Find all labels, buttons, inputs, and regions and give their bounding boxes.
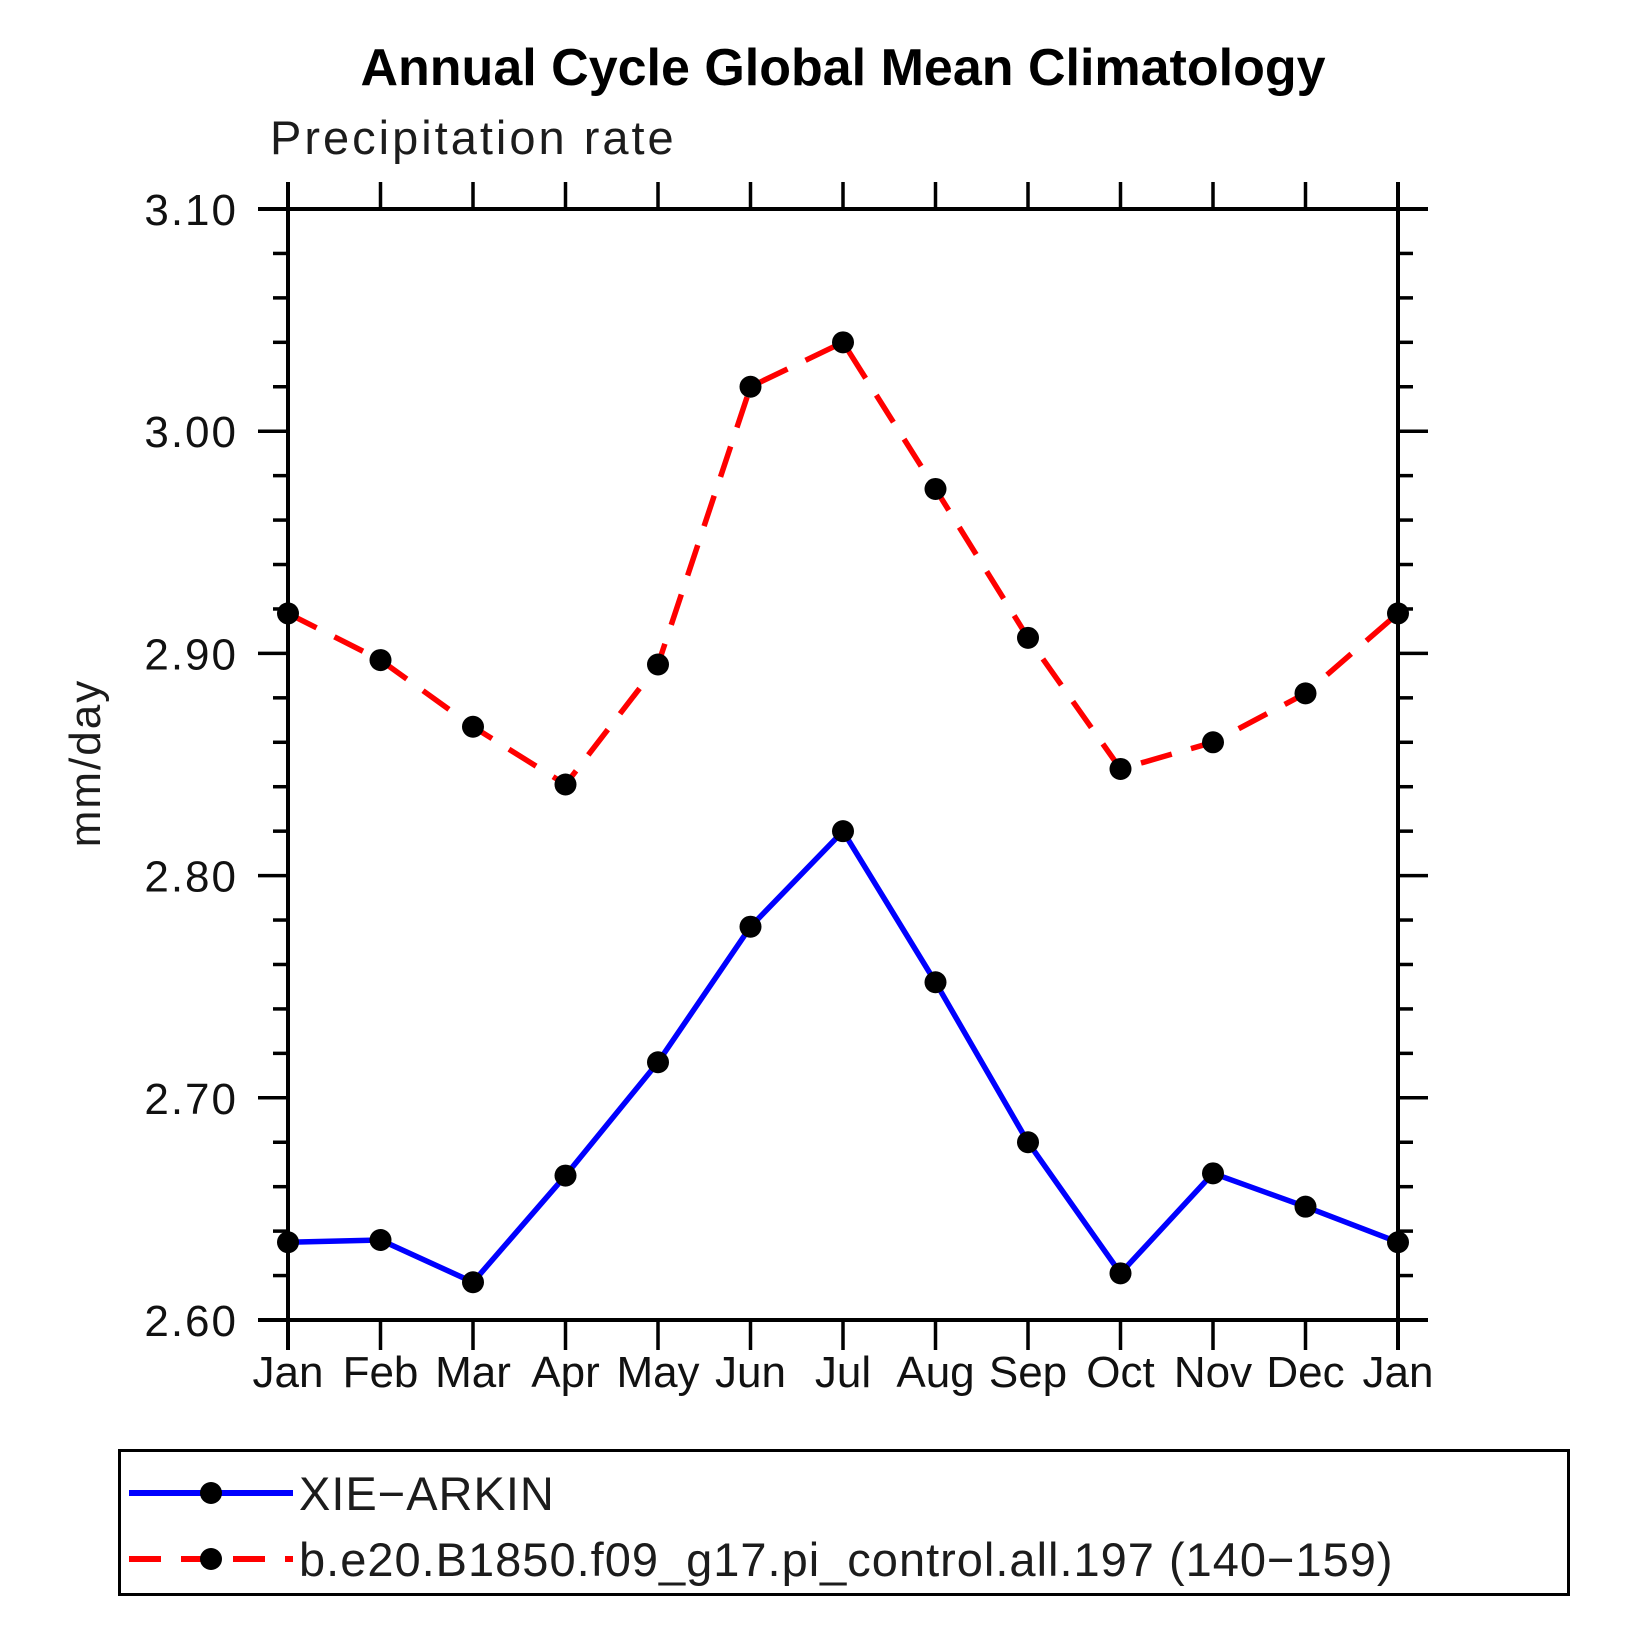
x-tick-label: Apr [531,1348,599,1397]
data-point-marker [1387,602,1409,625]
data-point-marker [277,602,299,625]
x-tick-label: Feb [343,1348,419,1397]
legend-marker-dot [200,1482,222,1504]
data-point-marker [739,915,762,938]
x-tick-label: Oct [1086,1348,1154,1397]
data-point-marker [554,1164,577,1187]
legend-label: b.e20.B1850.f09_g17.pi_control.all.197 (… [299,1532,1394,1586]
y-tick-label: 2.60 [144,1297,238,1346]
data-point-marker [1202,1162,1224,1185]
data-point-marker [1202,731,1224,754]
legend-label: XIE−ARKIN [299,1466,555,1520]
x-tick-label: Dec [1266,1348,1344,1397]
legend-swatch-solid-line [129,1482,293,1504]
data-point-marker [1294,682,1317,705]
data-point-marker [832,820,854,843]
data-point-marker [739,375,762,398]
data-point-marker [369,649,392,672]
data-point-marker [369,1229,392,1252]
data-point-marker [1387,1231,1409,1254]
x-tick-label: Jun [715,1348,786,1397]
data-point-marker [1294,1195,1317,1218]
x-tick-label: Jul [815,1348,871,1397]
data-point-marker [554,773,577,796]
chart-title: Annual Cycle Global Mean Climatology [360,39,1326,97]
chart-subtitle: Precipitation rate [270,111,677,164]
y-tick-label: 2.90 [144,630,238,679]
y-tick-label: 3.00 [144,408,238,457]
data-point-marker [1017,1131,1039,1154]
legend-entry-model-run: b.e20.B1850.f09_g17.pi_control.all.197 (… [127,1526,1394,1592]
x-tick-label: Jan [1363,1348,1434,1397]
series-line-solid [287,826,1399,1286]
data-point-marker [462,1271,484,1294]
y-tick-label: 2.70 [144,1075,238,1124]
data-point-marker [924,971,947,994]
data-point-marker [277,1231,299,1254]
legend-marker-dot [200,1548,222,1570]
x-tick-label: Mar [435,1348,511,1397]
data-point-marker [462,715,484,738]
y-tick-label: 2.80 [144,853,238,902]
legend: XIE−ARKIN b.e20.B1850.f09_g17.pi_control… [118,1449,1570,1596]
x-tick-label: Aug [896,1348,974,1397]
x-tick-label: Jan [253,1348,324,1397]
data-point-marker [1109,1262,1132,1285]
legend-entry-xie-arkin: XIE−ARKIN [127,1460,555,1526]
data-point-marker [647,1051,669,1074]
x-tick-label: Sep [989,1348,1067,1397]
data-point-marker [1109,757,1132,780]
y-tick-label: 3.10 [144,186,238,235]
data-point-marker [924,477,947,500]
x-tick-label: May [616,1348,699,1397]
legend-swatch-dashed-line [129,1548,293,1570]
data-point-marker [647,653,669,676]
series-line-dashed [286,338,1400,789]
data-point-marker [1017,626,1039,649]
x-tick-label: Nov [1174,1348,1252,1397]
data-point-marker [832,331,854,354]
